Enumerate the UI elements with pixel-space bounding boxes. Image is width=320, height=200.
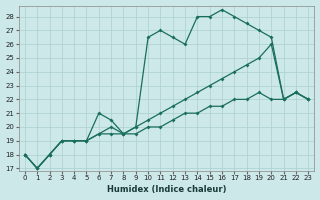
X-axis label: Humidex (Indice chaleur): Humidex (Indice chaleur) [107,185,226,194]
